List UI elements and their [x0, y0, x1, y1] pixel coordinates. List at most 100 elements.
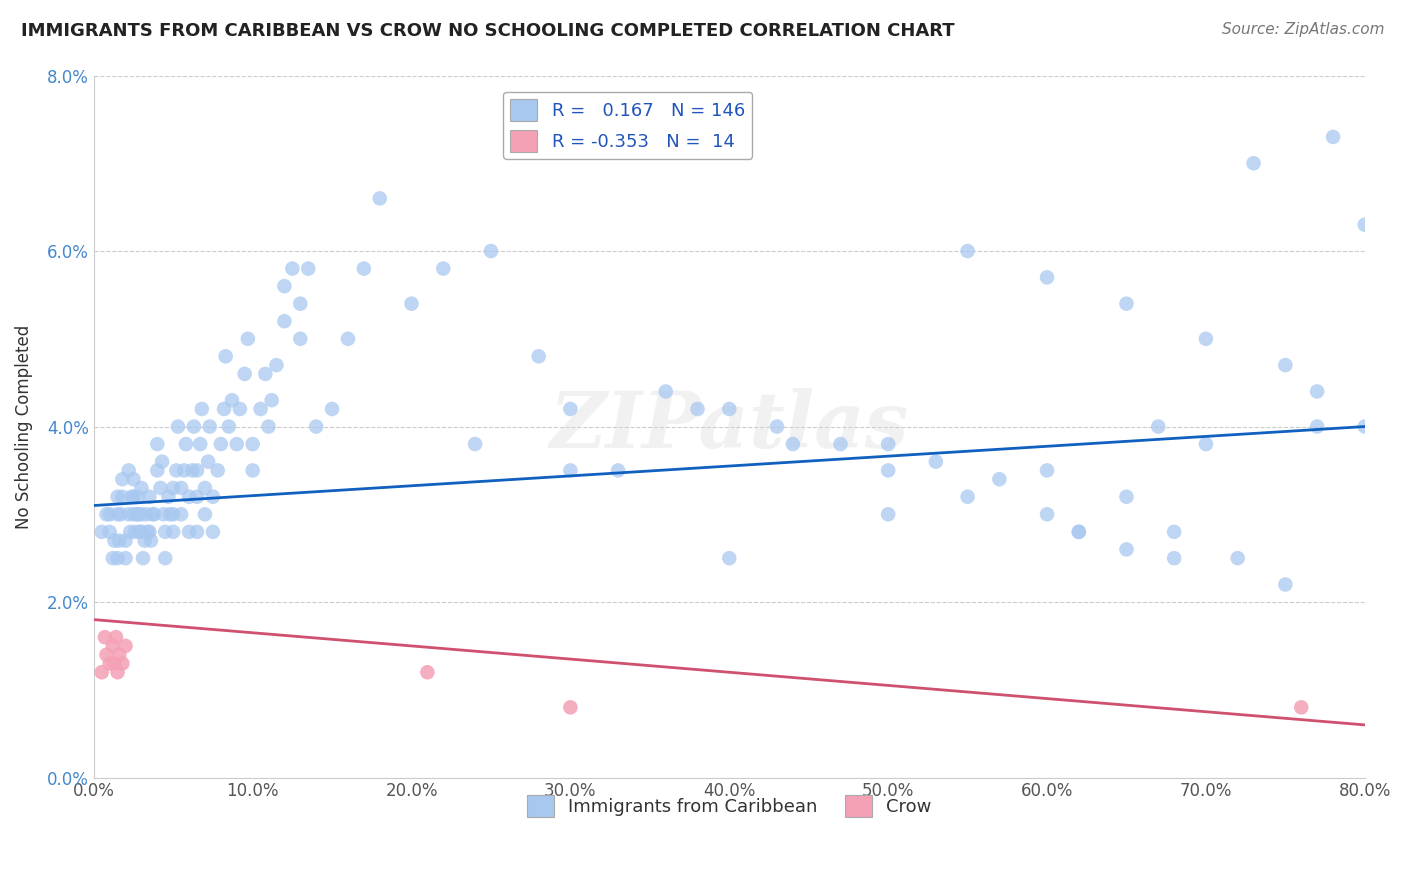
Point	[1274, 358, 1296, 372]
Point	[128, 524, 150, 539]
Point	[197, 455, 219, 469]
Point	[174, 437, 197, 451]
Point	[127, 508, 149, 522]
Point	[139, 533, 162, 548]
Point	[479, 244, 502, 258]
Point	[150, 455, 173, 469]
Point	[186, 490, 208, 504]
Point	[90, 524, 112, 539]
Point	[98, 524, 121, 539]
Point	[281, 261, 304, 276]
Point	[988, 472, 1011, 486]
Point	[138, 490, 160, 504]
Point	[212, 402, 235, 417]
Point	[149, 481, 172, 495]
Point	[1115, 490, 1137, 504]
Point	[560, 463, 582, 477]
Point	[167, 419, 190, 434]
Point	[146, 463, 169, 477]
Point	[1163, 551, 1185, 566]
Point	[1354, 218, 1376, 232]
Point	[162, 481, 184, 495]
Point	[1306, 384, 1329, 399]
Point	[1115, 542, 1137, 557]
Point	[1115, 296, 1137, 310]
Point	[108, 533, 131, 548]
Point	[560, 402, 582, 417]
Point	[194, 481, 217, 495]
Point	[136, 524, 159, 539]
Point	[111, 472, 134, 486]
Point	[121, 490, 143, 504]
Point	[132, 551, 155, 566]
Point	[173, 463, 195, 477]
Point	[257, 419, 280, 434]
Point	[131, 508, 153, 522]
Point	[718, 402, 741, 417]
Point	[198, 419, 221, 434]
Point	[114, 639, 136, 653]
Point	[110, 508, 132, 522]
Point	[464, 437, 486, 451]
Point	[122, 490, 145, 504]
Point	[183, 419, 205, 434]
Point	[560, 700, 582, 714]
Point	[401, 296, 423, 310]
Point	[254, 367, 277, 381]
Point	[260, 393, 283, 408]
Point	[218, 419, 240, 434]
Point	[118, 508, 141, 522]
Point	[107, 551, 129, 566]
Point	[155, 551, 177, 566]
Point	[1354, 419, 1376, 434]
Point	[177, 490, 200, 504]
Point	[1195, 332, 1218, 346]
Point	[127, 490, 149, 504]
Point	[877, 508, 900, 522]
Point	[229, 402, 252, 417]
Point	[242, 437, 264, 451]
Point	[207, 463, 229, 477]
Point	[159, 508, 181, 522]
Point	[96, 508, 118, 522]
Point	[131, 481, 153, 495]
Point	[686, 402, 709, 417]
Point	[1036, 270, 1059, 285]
Point	[201, 490, 224, 504]
Point	[416, 665, 439, 680]
Point	[96, 648, 118, 662]
Point	[108, 648, 131, 662]
Text: Source: ZipAtlas.com: Source: ZipAtlas.com	[1222, 22, 1385, 37]
Point	[877, 437, 900, 451]
Point	[94, 630, 117, 644]
Point	[242, 463, 264, 477]
Point	[221, 393, 243, 408]
Point	[103, 657, 125, 671]
Point	[191, 402, 214, 417]
Point	[124, 524, 146, 539]
Point	[90, 665, 112, 680]
Point	[1163, 524, 1185, 539]
Point	[177, 524, 200, 539]
Point	[956, 490, 979, 504]
Point	[925, 455, 948, 469]
Point	[782, 437, 804, 451]
Point	[170, 508, 193, 522]
Text: ZIPatlas: ZIPatlas	[550, 388, 908, 465]
Point	[107, 508, 129, 522]
Point	[236, 332, 259, 346]
Point	[305, 419, 328, 434]
Point	[165, 463, 187, 477]
Point	[201, 524, 224, 539]
Point	[368, 191, 391, 205]
Point	[1195, 437, 1218, 451]
Point	[157, 490, 180, 504]
Point	[135, 508, 157, 522]
Point	[114, 533, 136, 548]
Point	[188, 437, 211, 451]
Point	[101, 551, 124, 566]
Point	[125, 508, 148, 522]
Point	[273, 314, 295, 328]
Point	[162, 524, 184, 539]
Point	[266, 358, 288, 372]
